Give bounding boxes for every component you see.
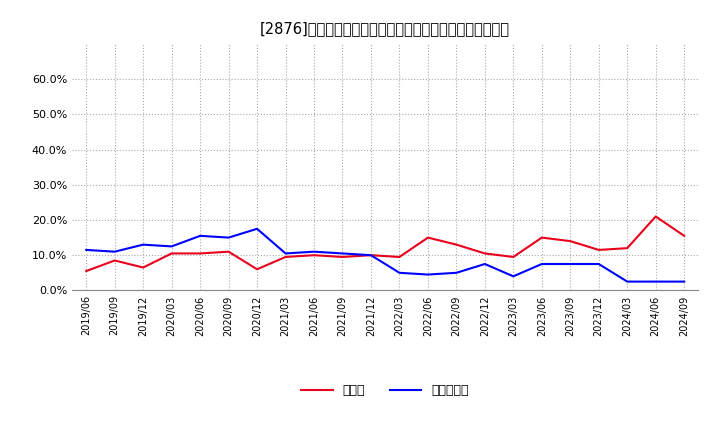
有利子負債	[566, 261, 575, 267]
有利子負債	[537, 261, 546, 267]
現須金	[595, 247, 603, 253]
現須金	[566, 238, 575, 244]
現須金	[167, 251, 176, 256]
現須金	[253, 267, 261, 272]
現須金	[395, 254, 404, 260]
有利子負債	[282, 251, 290, 256]
有利子負債	[196, 233, 204, 238]
Legend: 現須金, 有利子負債: 現須金, 有利子負債	[297, 379, 474, 403]
有利子負債	[452, 270, 461, 275]
現須金	[480, 251, 489, 256]
Title: [2876]　現須金、有利子負債の総資産に対する比率の推移: [2876] 現須金、有利子負債の総資産に対する比率の推移	[260, 21, 510, 36]
現須金	[623, 246, 631, 251]
現須金	[110, 258, 119, 263]
現須金	[196, 251, 204, 256]
現須金	[338, 254, 347, 260]
現須金	[680, 233, 688, 238]
Line: 有利子負債: 有利子負債	[86, 229, 684, 282]
有利子負債	[623, 279, 631, 284]
有利子負債	[225, 235, 233, 240]
有利子負債	[338, 251, 347, 256]
現須金	[282, 254, 290, 260]
有利子負債	[480, 261, 489, 267]
現須金	[652, 214, 660, 219]
有利子負債	[366, 253, 375, 258]
現須金	[225, 249, 233, 254]
有利子負債	[509, 274, 518, 279]
有利子負債	[395, 270, 404, 275]
有利子負債	[110, 249, 119, 254]
有利子負債	[82, 247, 91, 253]
有利子負債	[253, 226, 261, 231]
現須金	[537, 235, 546, 240]
現須金	[82, 268, 91, 274]
現須金	[366, 253, 375, 258]
有利子負債	[310, 249, 318, 254]
有利子負債	[680, 279, 688, 284]
有利子負債	[652, 279, 660, 284]
現須金	[509, 254, 518, 260]
現須金	[310, 253, 318, 258]
現須金	[423, 235, 432, 240]
現須金	[452, 242, 461, 247]
有利子負債	[423, 272, 432, 277]
有利子負債	[139, 242, 148, 247]
現須金	[139, 265, 148, 270]
有利子負債	[167, 244, 176, 249]
有利子負債	[595, 261, 603, 267]
Line: 現須金: 現須金	[86, 216, 684, 271]
